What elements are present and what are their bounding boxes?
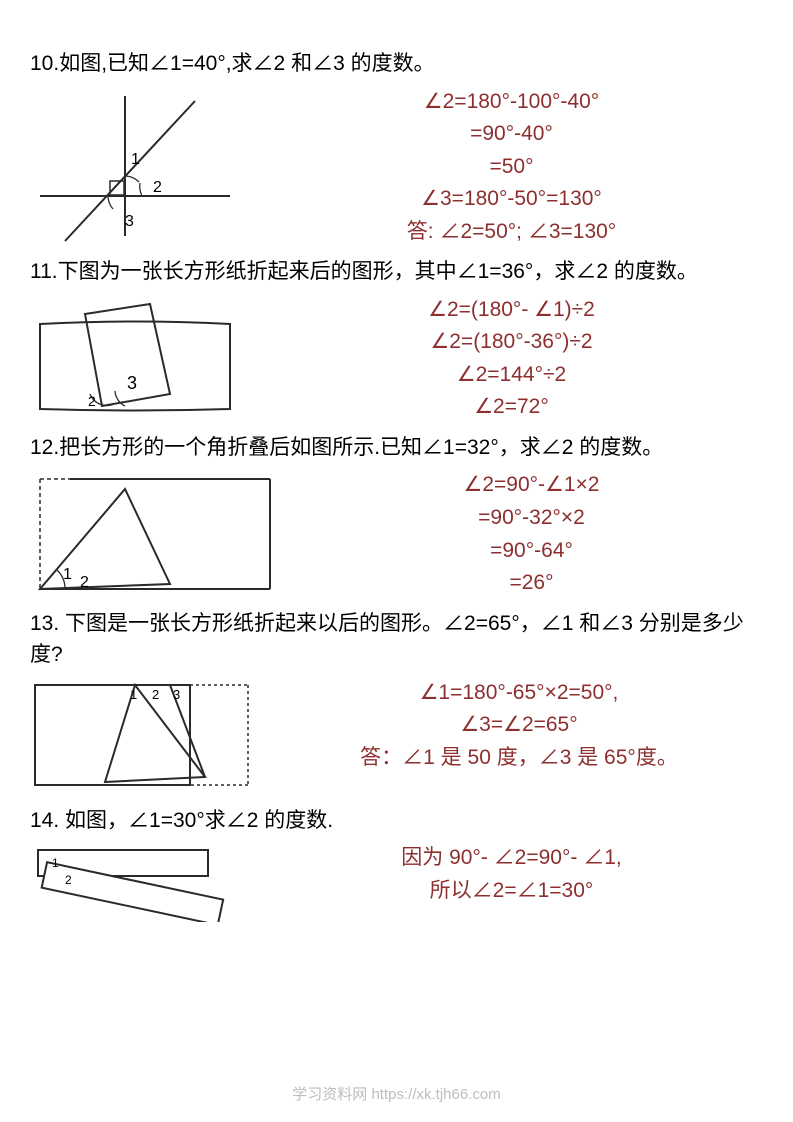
p12-solution: ∠2=90°-∠1×2 =90°-32°×2 =90°-64° =26° [300, 469, 763, 599]
footer-text: 学习资料网 https://xk.tjh66.com [0, 1083, 793, 1104]
p10-title: 10.如图,已知∠1=40°,求∠2 和∠3 的度数。 [30, 48, 763, 80]
p12-label-1: 1 [63, 566, 72, 583]
p13-sol-2: 答：∠1 是 50 度，∠3 是 65°度。 [275, 742, 763, 775]
p10-label-3: 3 [125, 213, 134, 230]
p12-title: 12.把长方形的一个角折叠后如图所示.已知∠1=32°，求∠2 的度数。 [30, 432, 763, 464]
p10-sol-3: ∠3=180°-50°=130° [260, 183, 763, 216]
p14-sol-1: 所以∠2=∠1=30° [260, 875, 763, 908]
p10-sol-4: 答: ∠2=50°; ∠3=130° [260, 216, 763, 249]
p10-label-1: 1 [131, 151, 140, 168]
p14-sol-0: 因为 90°- ∠2=90°- ∠1, [260, 842, 763, 875]
p14-title: 14. 如图，∠1=30°求∠2 的度数. [30, 805, 763, 837]
p10-label-2: 2 [153, 179, 162, 196]
p12-sol-3: =26° [300, 567, 763, 600]
p11-row: 3 2 ∠2=(180°- ∠1)÷2 ∠2=(180°-36°)÷2 ∠2=1… [30, 294, 763, 424]
p10-sol-0: ∠2=180°-100°-40° [260, 86, 763, 119]
p11-solution: ∠2=(180°- ∠1)÷2 ∠2=(180°-36°)÷2 ∠2=144°÷… [260, 294, 763, 424]
p12-sol-1: =90°-32°×2 [300, 502, 763, 535]
p14-row: 1 2 因为 90°- ∠2=90°- ∠1, 所以∠2=∠1=30° [30, 842, 763, 922]
p12-diagram: 1 2 [30, 469, 280, 599]
p14-label-1: 1 [52, 856, 59, 870]
p11-title: 11.下图为一张长方形纸折起来后的图形，其中∠1=36°，求∠2 的度数。 [30, 256, 763, 288]
p13-row: 1 2 3 ∠1=180°-65°×2=50°, ∠3=∠2=65° 答：∠1 … [30, 677, 763, 797]
p13-solution: ∠1=180°-65°×2=50°, ∠3=∠2=65° 答：∠1 是 50 度… [275, 677, 763, 775]
p14-diagram: 1 2 [30, 842, 240, 922]
p11-sol-3: ∠2=72° [260, 391, 763, 424]
p12-sol-2: =90°-64° [300, 535, 763, 568]
p11-label-3: 3 [127, 373, 137, 393]
p10-solution: ∠2=180°-100°-40° =90°-40° =50° ∠3=180°-5… [260, 86, 763, 249]
p10-sol-1: =90°-40° [260, 118, 763, 151]
p13-title: 13. 下图是一张长方形纸折起来以后的图形。∠2=65°，∠1 和∠3 分别是多… [30, 608, 763, 671]
p14-solution: 因为 90°- ∠2=90°- ∠1, 所以∠2=∠1=30° [260, 842, 763, 907]
p11-sol-2: ∠2=144°÷2 [260, 359, 763, 392]
p12-row: 1 2 ∠2=90°-∠1×2 =90°-32°×2 =90°-64° =26° [30, 469, 763, 599]
p14-label-2: 2 [65, 873, 72, 887]
p13-diagram: 1 2 3 [30, 677, 255, 797]
p13-label-2: 2 [152, 687, 159, 702]
p13-sol-0: ∠1=180°-65°×2=50°, [275, 677, 763, 710]
p10-sol-2: =50° [260, 151, 763, 184]
p13-sol-1: ∠3=∠2=65° [275, 709, 763, 742]
p11-sol-0: ∠2=(180°- ∠1)÷2 [260, 294, 763, 327]
p11-label-2: 2 [88, 393, 96, 409]
p11-diagram: 3 2 [30, 294, 240, 424]
p13-label-1: 1 [130, 687, 137, 702]
p13-label-3: 3 [173, 687, 180, 702]
p12-label-2: 2 [80, 574, 89, 591]
p10-row: 1 2 3 ∠2=180°-100°-40° =90°-40° =50° ∠3=… [30, 86, 763, 249]
p12-sol-0: ∠2=90°-∠1×2 [300, 469, 763, 502]
p11-sol-1: ∠2=(180°-36°)÷2 [260, 326, 763, 359]
p10-diagram: 1 2 3 [30, 86, 240, 246]
